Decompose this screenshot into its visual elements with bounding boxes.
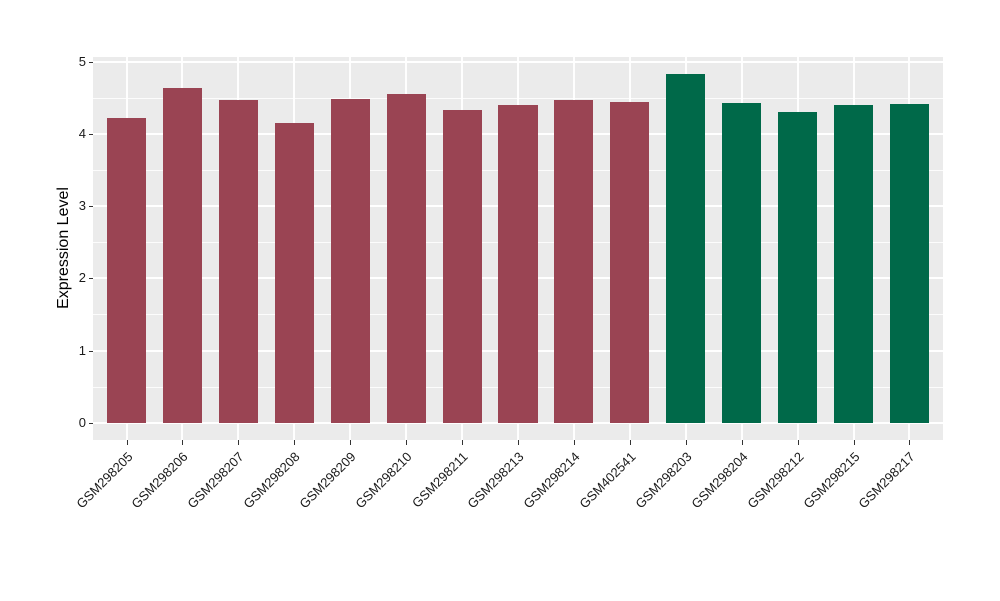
bar-GSM298205 bbox=[106, 117, 147, 423]
y-tick-label: 2 bbox=[78, 270, 86, 286]
x-tick-mark bbox=[629, 440, 631, 445]
bar-GSM298212 bbox=[778, 112, 818, 423]
x-tick-mark bbox=[518, 440, 519, 445]
bar-GSM298213 bbox=[498, 105, 538, 423]
x-tick-mark bbox=[350, 440, 352, 445]
x-tick-mark bbox=[126, 440, 128, 445]
y-tick-mark bbox=[89, 278, 93, 280]
x-tick-mark bbox=[238, 440, 240, 445]
bar-GSM298210 bbox=[386, 93, 426, 423]
y-tick-mark bbox=[89, 422, 93, 424]
bar-GSM298204 bbox=[722, 103, 762, 423]
y-tick-label: 5 bbox=[78, 54, 86, 69]
bar-GSM298208 bbox=[274, 122, 314, 423]
y-tick-mark bbox=[89, 134, 93, 136]
x-tick-mark bbox=[182, 440, 184, 445]
bar-GSM402541 bbox=[610, 101, 650, 423]
bar-GSM298217 bbox=[889, 103, 930, 423]
bar-GSM298215 bbox=[833, 105, 874, 423]
x-tick-mark bbox=[294, 440, 296, 445]
y-tick-label: 1 bbox=[78, 342, 86, 358]
bar-GSM298207 bbox=[218, 99, 258, 423]
y-tick-label: 4 bbox=[78, 126, 86, 142]
y-tick-label: 0 bbox=[78, 414, 86, 430]
bar-GSM298203 bbox=[666, 73, 706, 423]
bar-GSM298206 bbox=[162, 87, 203, 423]
y-tick-mark bbox=[89, 62, 93, 63]
x-tick-mark bbox=[909, 440, 911, 445]
plot-panel bbox=[93, 57, 943, 440]
bar-GSM298214 bbox=[554, 100, 594, 423]
x-tick-mark bbox=[853, 440, 855, 445]
y-tick-mark bbox=[89, 206, 93, 208]
bar-GSM298209 bbox=[330, 98, 370, 423]
x-tick-mark bbox=[741, 440, 743, 445]
x-tick-mark bbox=[406, 440, 408, 445]
x-tick-mark bbox=[797, 440, 799, 445]
x-tick-mark bbox=[462, 440, 464, 445]
y-tick-label: 3 bbox=[78, 198, 86, 214]
bar-chart-figure: Expression Level 0 1 2 3 4 5 GSM298205 GSM29820… bbox=[55, 54, 943, 511]
x-tick-mark bbox=[685, 440, 687, 445]
x-tick-mark bbox=[573, 440, 575, 445]
bar-GSM298211 bbox=[442, 110, 482, 423]
y-tick-mark bbox=[89, 350, 93, 352]
